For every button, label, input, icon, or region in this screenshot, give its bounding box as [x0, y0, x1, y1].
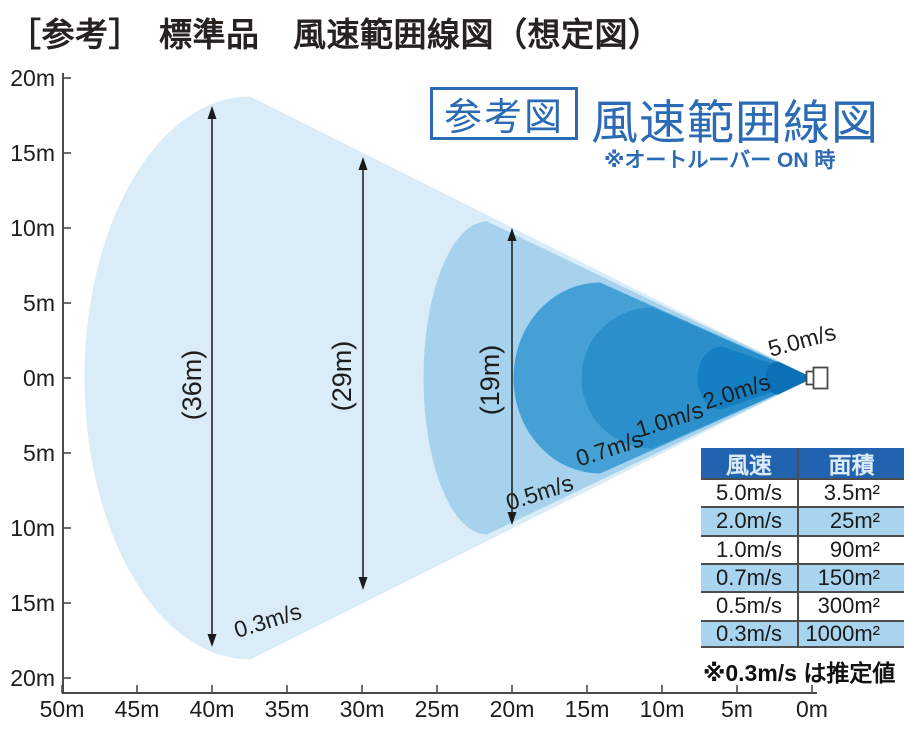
x-tick-label: 10m [640, 696, 685, 722]
table-header-area: 面積 [797, 448, 904, 478]
x-tick-label: 15m [565, 696, 610, 722]
table-row: 5.0m/s 3.5m² [701, 478, 904, 507]
speed-value: 1.0m/s [715, 536, 783, 562]
speed-value: 0.7m/s [715, 565, 783, 591]
arrowhead-up [507, 228, 517, 241]
y-tick-label: 10m [10, 515, 55, 541]
wind-region-5.0m/s [765, 361, 814, 395]
table-header-speed: 風速 [726, 452, 772, 478]
table-row: 0.3m/s 1000m² [701, 619, 904, 648]
y-tick-label: 5m [23, 440, 55, 466]
table-row: 0.7m/s 150m² [701, 562, 904, 592]
wind-region-1.0m/s [581, 307, 814, 449]
x-tick-label: 0m [796, 696, 828, 722]
arrowhead-down [358, 577, 368, 590]
x-tick-label: 35m [265, 696, 310, 722]
y-tick-label: 10m [10, 215, 55, 241]
arrowhead-up [358, 157, 368, 170]
speed-value: 0.3m/s [715, 620, 783, 646]
area-value: 300m² [797, 593, 904, 620]
dimension-label: (19m) [475, 345, 505, 416]
y-tick-label: 15m [10, 140, 55, 166]
area-value: 3.5m² [797, 480, 904, 507]
y-tick-label: 0m [23, 365, 55, 391]
dimension-label: (29m) [327, 341, 357, 412]
x-tick-label: 40m [190, 696, 235, 722]
dimension-label: (36m) [177, 350, 207, 421]
table-footnote: ※0.3m/s は推定値 [703, 660, 896, 686]
x-tick-label: 5m [721, 696, 753, 722]
region-speed-label: 5.0m/s [765, 319, 838, 362]
reference-figure-badge: 参考図 [430, 87, 578, 140]
speed-area-table: 風速 面積 5.0m/s 3.5m² 2.0m/s 25m² 1.0m/s 90m² 0.7… [701, 448, 904, 648]
arrowhead-down [507, 512, 517, 525]
arrowhead-down [207, 634, 217, 647]
area-value: 25m² [797, 508, 904, 535]
arrowhead-up [207, 106, 217, 119]
wind-region-2.0m/s [697, 346, 814, 410]
y-tick-label: 5m [23, 290, 55, 316]
fan-unit-body [812, 366, 829, 390]
area-value: 1000m² [797, 621, 904, 646]
table-row: 2.0m/s 25m² [701, 506, 904, 535]
x-tick-label: 30m [340, 696, 385, 722]
x-tick-label: 20m [490, 696, 535, 722]
table-row: 1.0m/s 90m² [701, 534, 904, 563]
x-tick-label: 45m [115, 696, 160, 722]
table-header-row: 風速 面積 [701, 448, 904, 478]
x-tick-label: 50m [40, 696, 85, 722]
x-tick-label: 25m [415, 696, 460, 722]
speed-value: 2.0m/s [715, 508, 783, 534]
table-row: 0.5m/s 300m² [701, 591, 904, 620]
y-tick-label: 20m [10, 665, 55, 691]
axis-lines [62, 73, 817, 694]
page-title: ［参考］ 標準品 風速範囲線図（想定図） [8, 16, 662, 53]
speed-value: 0.5m/s [715, 593, 783, 619]
y-tick-label: 15m [10, 590, 55, 616]
chart-heading: 風速範囲線図 [591, 96, 879, 149]
auto-louver-note: ※オートルーバー ON 時 [604, 149, 836, 172]
speed-value: 5.0m/s [715, 480, 783, 506]
area-value: 150m² [797, 564, 904, 592]
y-tick-label: 20m [10, 65, 55, 91]
area-value: 90m² [797, 536, 904, 563]
